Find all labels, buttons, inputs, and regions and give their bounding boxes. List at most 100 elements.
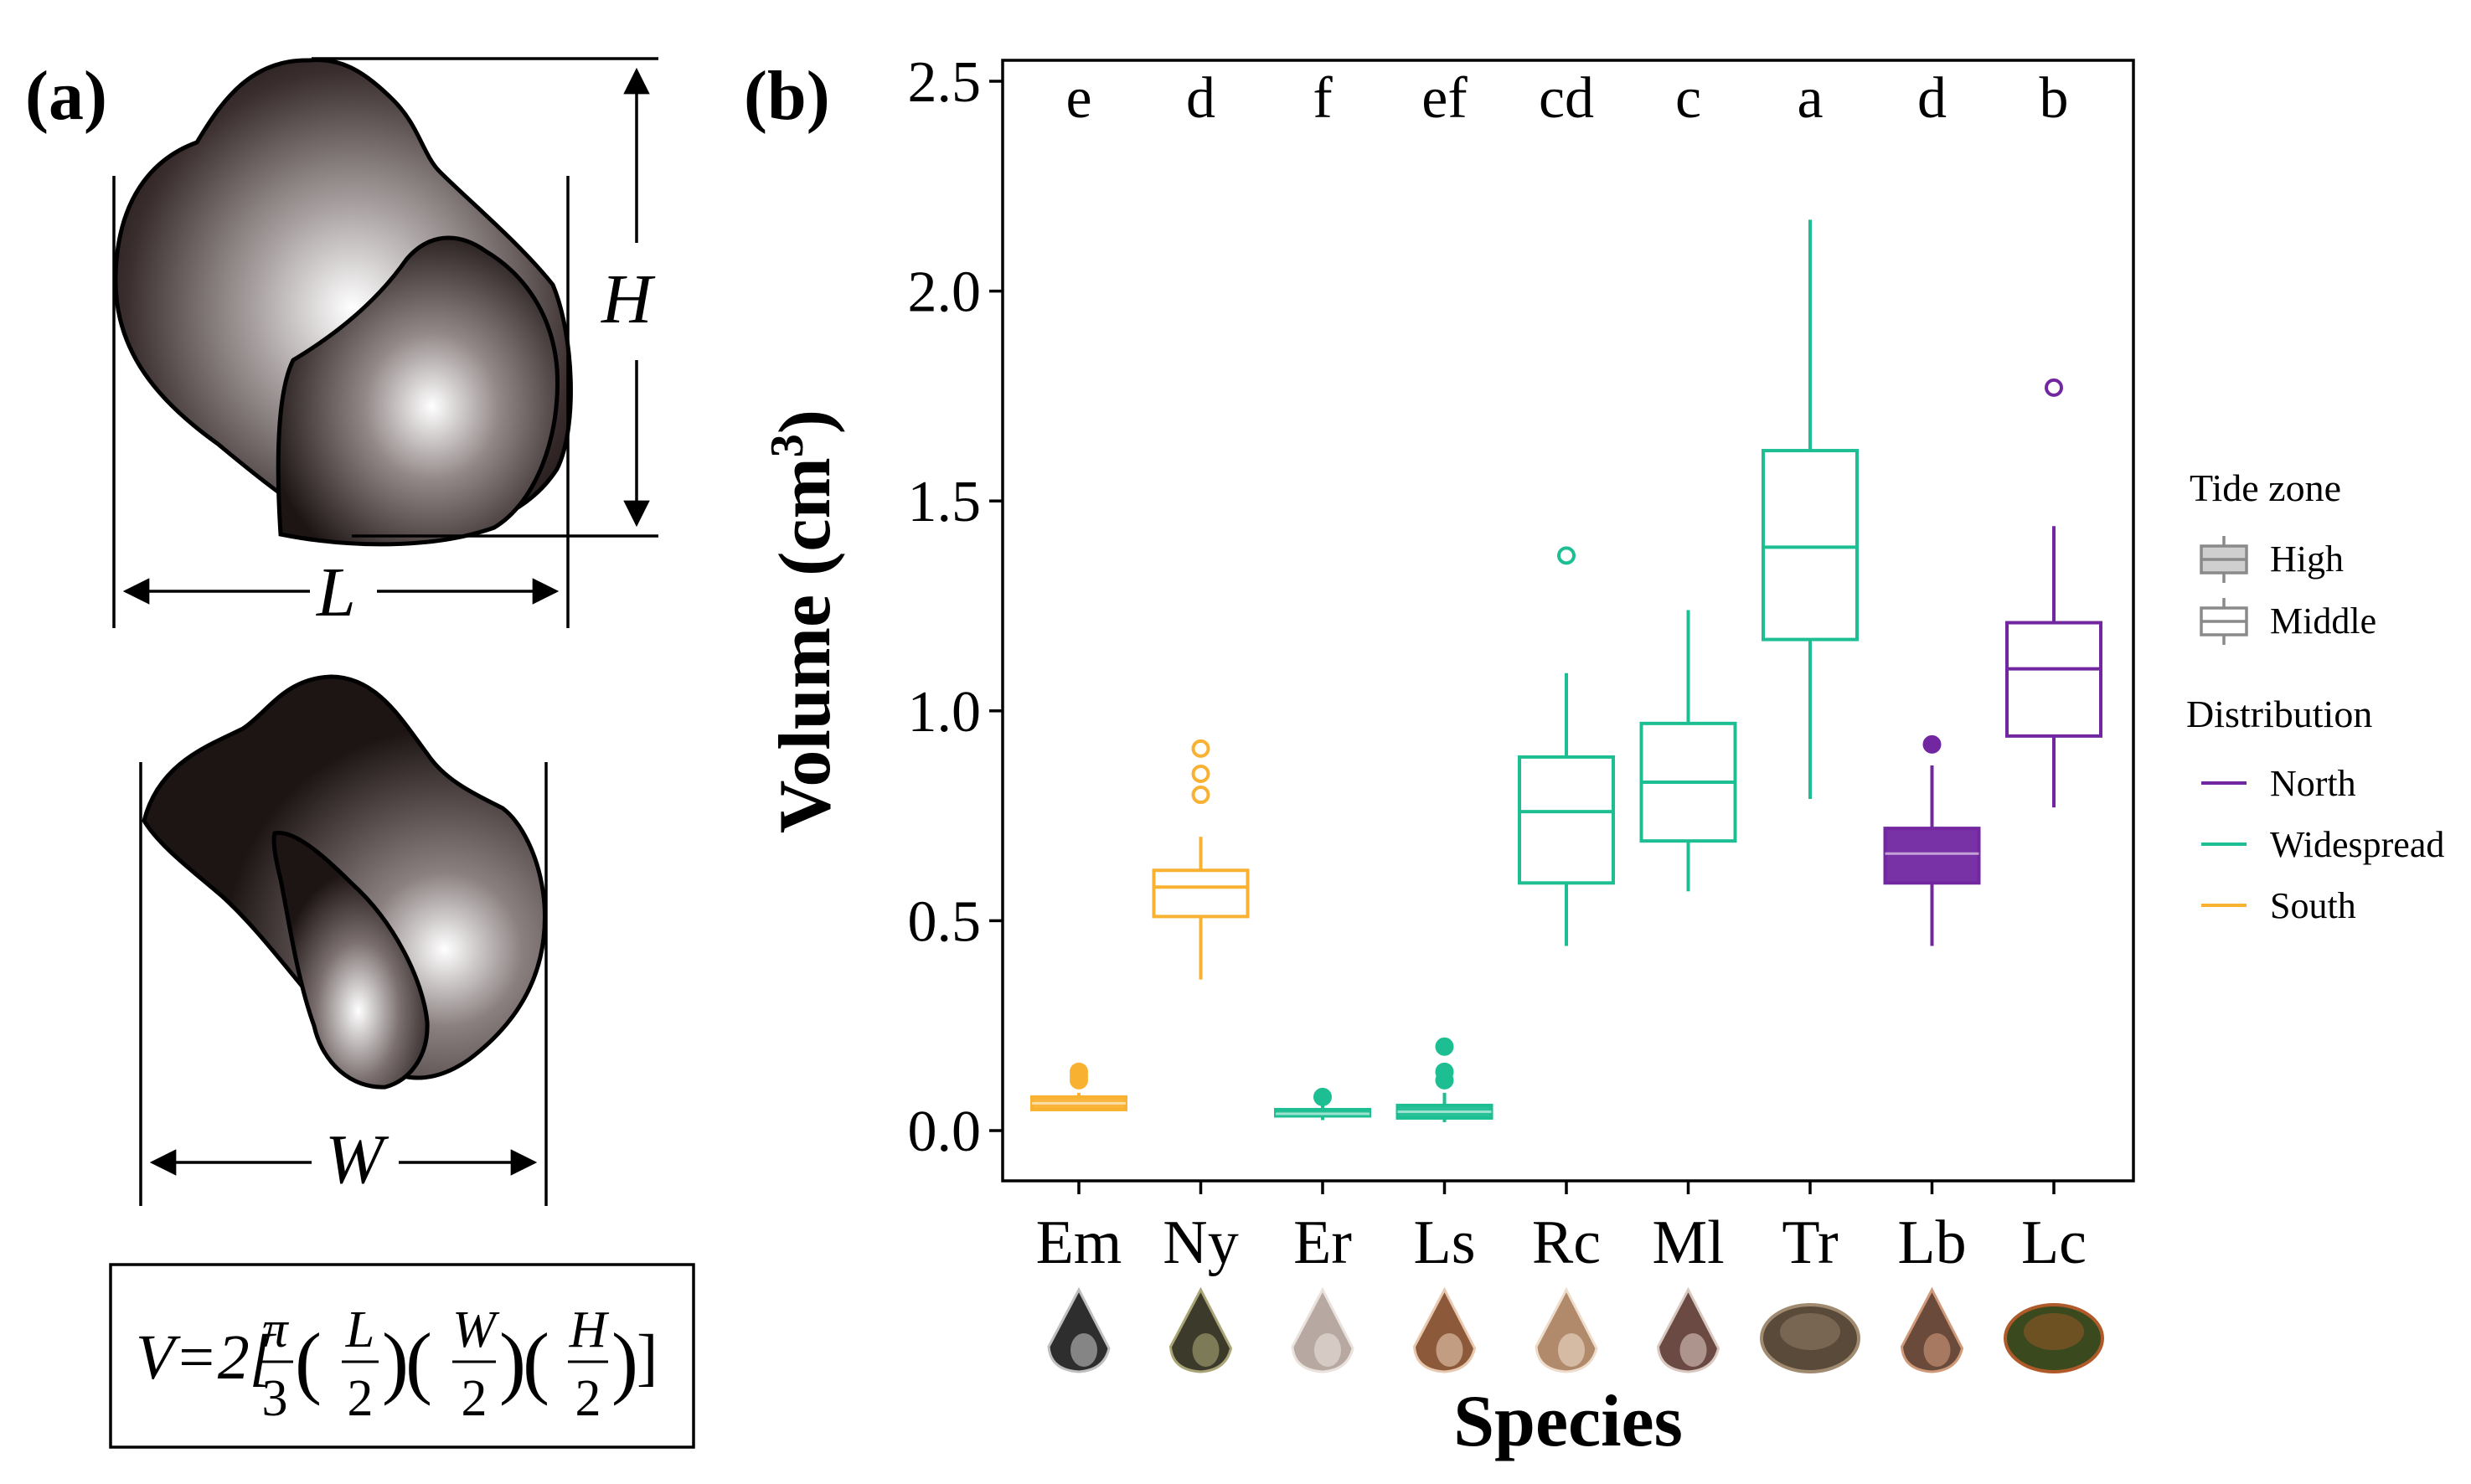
outlier-point [1922, 734, 1942, 754]
species-thumbnail-ml [1656, 1286, 1720, 1373]
legend-dist-title: Distribution [2186, 693, 2372, 735]
x-tick-label-lc: Lc [2021, 1208, 2087, 1277]
y-tick-label: 1.0 [908, 680, 982, 745]
formula-pi: π [261, 1301, 289, 1358]
formula-two-3: 2 [575, 1370, 601, 1427]
formula-box [109, 1263, 695, 1449]
thumb-aperture [1558, 1333, 1585, 1367]
volume-formula: V=2[ π 3 ( L 2 ) ( W 2 ) ( H 2 ) ] [109, 1263, 695, 1449]
species-thumbnail-ls [1412, 1286, 1477, 1373]
panel-a-label: (a) [25, 57, 107, 135]
thumb-shell [2004, 1303, 2104, 1373]
boxplot-ny [1152, 739, 1250, 980]
formula-two-2: 2 [462, 1370, 487, 1427]
significance-letters: e d f ef cd c a d b [1065, 66, 2068, 131]
outlier-point [1435, 1062, 1454, 1081]
x-tick-label-tr: Tr [1782, 1208, 1838, 1277]
legend-dist-widespread: Widespread [2270, 824, 2444, 865]
formula-lead: V=2[ [136, 1322, 277, 1393]
x-tick-label-er: Er [1293, 1208, 1352, 1277]
plot-frame [1001, 59, 2135, 1183]
thumb-aperture [1070, 1333, 1097, 1367]
species-thumbnail-er [1291, 1286, 1354, 1373]
y-tick-label: 2.0 [908, 260, 982, 325]
box-iqr [1152, 868, 1250, 919]
thumb-aperture [1436, 1333, 1463, 1367]
boxplot-lc [2005, 378, 2102, 808]
thumb-aperture [1314, 1333, 1341, 1367]
outlier-point [1191, 786, 1210, 805]
formula-paren-open-1: ( [295, 1317, 322, 1406]
formula-h: H [569, 1301, 610, 1358]
dimension-h-label: H [601, 260, 656, 338]
outlier-point [1070, 1062, 1088, 1081]
legend-dist-north: North [2270, 763, 2356, 804]
outlier-point [1191, 739, 1210, 758]
outlier-point [1557, 546, 1576, 565]
thumb-aperture [1679, 1333, 1707, 1367]
box-iqr [1762, 449, 1859, 642]
shell-side-view [113, 58, 573, 547]
boxplot-er [1274, 1087, 1371, 1121]
formula-paren-open-3: ( [523, 1317, 549, 1406]
box-iqr [1518, 755, 1615, 885]
outlier-point [1313, 1087, 1332, 1106]
formula-paren-open-2: ( [405, 1317, 432, 1406]
formula-paren-close-1: ) [382, 1317, 409, 1406]
x-tick-label-lb: Lb [1897, 1208, 1966, 1277]
dimension-l-label: L [316, 554, 356, 631]
x-tick-label-ml: Ml [1652, 1208, 1724, 1277]
y-tick-label: 1.5 [908, 470, 982, 534]
shell-apertural-view [142, 674, 547, 1090]
panel-a: (a) H L W [25, 57, 695, 1449]
formula-w: W [452, 1301, 500, 1358]
formula-end: ] [637, 1322, 658, 1393]
legend-tide-middle: Middle [2270, 600, 2376, 642]
formula-three: 3 [262, 1370, 288, 1427]
y-tick-label: 0.5 [908, 889, 982, 954]
x-tick-label-em: Em [1036, 1208, 1122, 1277]
boxplot-rc [1518, 546, 1615, 946]
thumb-aperture [1923, 1333, 1951, 1367]
boxplot-ml [1639, 610, 1737, 892]
legend-tide-high: High [2270, 538, 2344, 580]
outlier-point [1191, 764, 1210, 783]
shell-body-whorl-top [276, 235, 560, 547]
x-tick-label-ny: Ny [1163, 1208, 1238, 1277]
significance-letter-lb: d [1917, 66, 1947, 131]
significance-letter-lc: b [2040, 66, 2069, 131]
species-thumbnail-ny [1168, 1286, 1233, 1373]
panel-b: (b) 0.00.51.01.52.02.5 e d f ef cd c a d b Em Ny E… [744, 50, 2444, 1462]
legend-tide-high-key [2200, 536, 2248, 583]
thumb-aperture [1192, 1333, 1220, 1367]
significance-letter-tr: a [1797, 66, 1823, 131]
outlier-point [2045, 378, 2063, 397]
dimension-lines-bottom [139, 762, 548, 1206]
boxplots [1030, 219, 2102, 1122]
formula-two-1: 2 [348, 1370, 374, 1427]
thumb-highlight [1780, 1313, 1840, 1350]
outlier-point [1435, 1037, 1454, 1056]
legend-tide-title: Tide zone [2190, 466, 2341, 509]
species-thumbnail-rc [1535, 1286, 1598, 1373]
dimension-w-label: W [325, 1121, 389, 1198]
formula-l: L [345, 1301, 374, 1358]
species-thumbnail-lb [1900, 1286, 1964, 1373]
boxplot-tr [1762, 219, 1859, 800]
legend-tide-middle-key [2200, 598, 2248, 645]
y-axis: 0.0 0.5 1.0 1.5 2.0 2.5 [908, 50, 1003, 1164]
box-iqr [2005, 621, 2102, 738]
species-thumbnail-lc [2004, 1303, 2104, 1373]
boxplot-em [1030, 1062, 1127, 1111]
significance-letter-em: e [1065, 66, 1091, 131]
x-tick-label-ls: Ls [1414, 1208, 1476, 1277]
formula-paren-close-3: ) [611, 1317, 638, 1406]
boxplot-ls [1395, 1037, 1493, 1122]
formula-paren-close-2: ) [499, 1317, 526, 1406]
significance-letter-ml: c [1675, 66, 1701, 131]
significance-letter-er: f [1313, 66, 1333, 131]
species-thumbnails [1047, 1286, 2104, 1373]
boxplot-lb [1883, 734, 1981, 946]
thumb-shell [1760, 1303, 1860, 1373]
